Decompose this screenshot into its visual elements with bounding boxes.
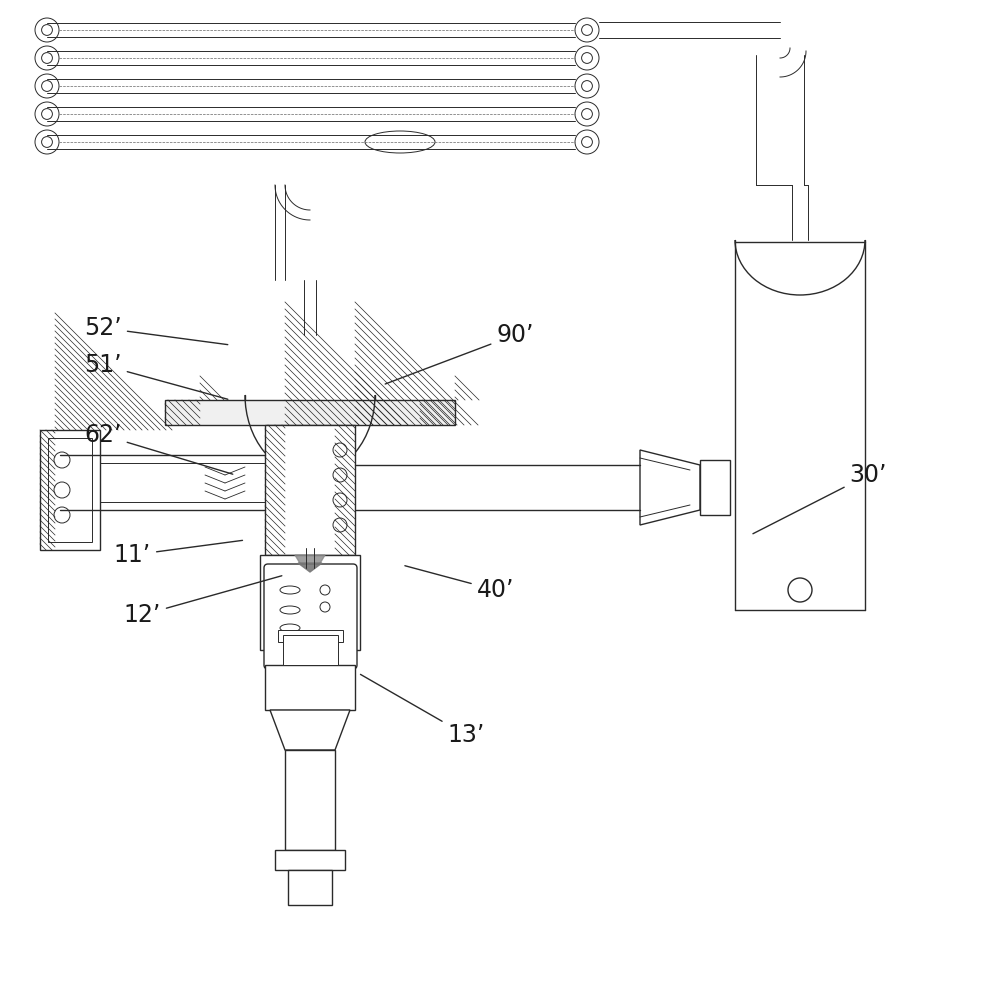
Circle shape [41,53,52,63]
Circle shape [575,74,599,98]
Text: 62’: 62’ [84,423,232,474]
Polygon shape [295,555,325,580]
Circle shape [333,493,347,507]
Ellipse shape [280,586,300,594]
Bar [48,438,92,542]
Circle shape [582,53,593,63]
Bar [275,850,345,870]
Circle shape [788,578,812,602]
Bar [278,630,343,642]
Circle shape [582,81,593,91]
Circle shape [41,81,52,91]
Bar [283,635,338,665]
Circle shape [41,25,52,35]
Circle shape [582,25,593,35]
Circle shape [320,602,330,612]
Circle shape [582,109,593,119]
Bar [40,430,100,550]
Ellipse shape [280,624,300,632]
Polygon shape [640,450,700,525]
Circle shape [54,452,70,468]
Text: 52’: 52’ [84,316,228,345]
Bar [165,400,455,425]
Circle shape [54,507,70,523]
Bar [260,555,360,650]
Circle shape [35,46,59,70]
Circle shape [575,18,599,42]
Text: 13’: 13’ [360,674,485,747]
Circle shape [54,482,70,498]
Circle shape [582,137,593,147]
Circle shape [35,130,59,154]
Ellipse shape [280,606,300,614]
Text: 90’: 90’ [386,323,534,384]
Polygon shape [298,563,322,572]
Circle shape [35,102,59,126]
Bar [288,870,332,905]
Circle shape [333,443,347,457]
Bar [265,425,355,555]
Circle shape [333,518,347,532]
FancyBboxPatch shape [264,564,357,669]
Ellipse shape [365,131,435,153]
Circle shape [575,46,599,70]
Text: 40’: 40’ [405,566,514,602]
Circle shape [320,585,330,595]
Polygon shape [270,710,350,750]
Bar [265,665,355,710]
Circle shape [41,137,52,147]
Text: 30’: 30’ [753,463,887,534]
Text: 12’: 12’ [124,576,282,627]
Circle shape [41,109,52,119]
Bar [285,750,335,850]
Circle shape [575,130,599,154]
Circle shape [575,102,599,126]
Circle shape [333,468,347,482]
Text: 11’: 11’ [114,540,242,567]
Text: 51’: 51’ [84,353,228,399]
Circle shape [35,74,59,98]
Circle shape [35,18,59,42]
Bar [700,460,730,515]
